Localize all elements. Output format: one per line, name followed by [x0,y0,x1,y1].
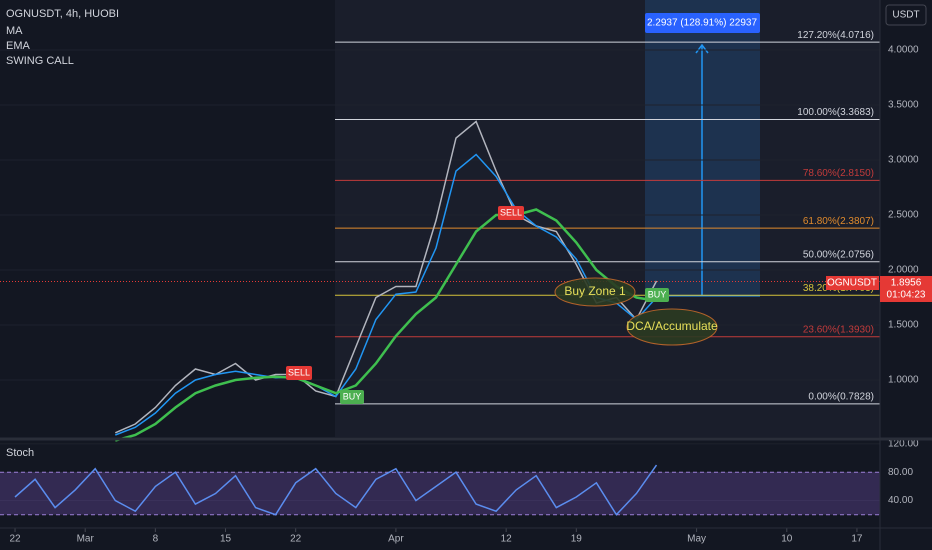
annotation: Buy Zone 1 [564,284,626,298]
y-tick-label: 120.00 [888,438,919,449]
y-tick-label: 3.5000 [888,100,919,111]
x-tick-label: 19 [571,534,583,545]
buy-box [645,288,669,302]
measure-label-box [645,13,760,33]
fib-label: 127.20%(4.0716) [797,30,874,41]
annotation: BUY [648,289,667,299]
last-price-box [880,276,932,302]
fib-label: 100.00%(3.3683) [797,107,874,118]
fib-label: 0.00%(0.7828) [808,392,874,403]
x-tick-label: Apr [388,534,404,545]
annotation: BUY [343,391,362,401]
plot: 1.0000 1.5000 2.0000 2.5000 3.0000 3.5000 4.00… [0,30,919,545]
x-tick-label: 10 [781,534,793,545]
series-line [114,208,657,442]
y-tick-label: 4.0000 [888,45,919,56]
legend-entry: SWING CALL [6,55,74,67]
sell-box [498,206,524,220]
y-tick-label: 1.0000 [888,375,919,386]
drawing-range [335,0,880,437]
sell-box [286,366,312,380]
fib-label: 23.60%(1.3930) [803,324,874,335]
fib-label: 61.80%(2.3807) [803,216,874,227]
y-tick-label: 3.0000 [888,155,919,166]
series-line [14,464,658,516]
annotation: SELL [500,207,522,217]
annotation: DCA/Accumulate [626,319,718,333]
x-tick-label: 15 [220,534,232,545]
measure-label: 2.2937 (128.91%) 22937 [647,18,758,29]
legend-entry: Stoch [6,447,34,459]
series-line [115,153,658,436]
x-tick-label: Mar [77,534,95,545]
symbol-label: OGNUSDT [827,278,877,289]
last-price: 1.8956 [891,278,922,289]
y-tick-label: 2.5000 [888,210,919,221]
buy-box [340,390,364,404]
legend-entry: MA [6,25,23,37]
currency-button[interactable] [885,4,927,26]
fib-label: 78.60%(2.8150) [803,168,874,179]
x-tick-label: 22 [9,534,21,545]
x-tick-label: 8 [153,534,159,545]
symbol-price-box [826,276,879,290]
symbol-title: OGNUSDT, 4h, HUOBI [6,8,119,20]
stoch-band [0,472,880,515]
y-tick-label: 2.0000 [888,265,919,276]
countdown: 01:04:23 [887,290,926,301]
y-tick-label: 40.00 [888,495,913,506]
annotation: SELL [288,367,310,377]
x-tick-label: May [687,534,706,545]
x-tick-label: 22 [290,534,302,545]
y-tick-label: 80.00 [888,467,913,478]
currency-label: USDT [892,10,919,21]
x-tick-label: 12 [501,534,513,545]
legend-entry: EMA [6,40,31,52]
zone-ellipse [554,277,636,307]
y-tick-label: 1.5000 [888,320,919,331]
x-tick-label: 17 [851,534,863,545]
zone-ellipse [626,308,718,346]
fib-label: 50.00%(2.0756) [803,249,874,260]
